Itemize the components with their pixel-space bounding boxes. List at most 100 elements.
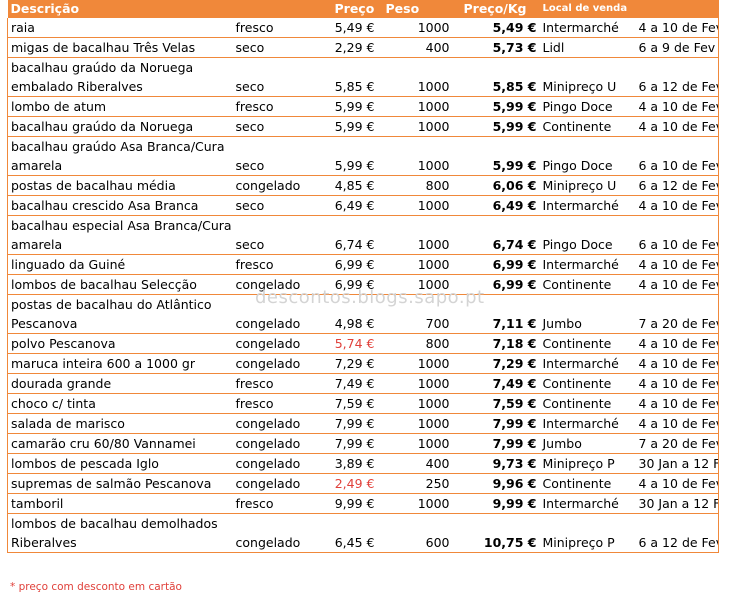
cell-preco: [313, 514, 378, 534]
cell-peso: 1000: [377, 235, 453, 255]
cell-tipo: fresco: [232, 373, 313, 394]
cell-preco-kg: 5,99 €: [452, 116, 540, 137]
cell-tipo: congelado: [232, 314, 313, 334]
cell-data: 6 a 10 de Fev: [635, 235, 719, 255]
cell-preco-kg: 5,73 €: [452, 37, 540, 58]
cell-peso: 1000: [377, 433, 453, 454]
cell-local: Continente: [539, 473, 636, 494]
cell-preco-kg: 6,99 €: [452, 274, 540, 295]
cell-preco-kg: 5,99 €: [452, 156, 540, 176]
cell-tipo: congelado: [232, 433, 313, 454]
cell-descricao: Pescanova: [7, 314, 233, 334]
cell-preco: 6,49 €: [312, 195, 378, 216]
cell-peso: 1000: [377, 493, 453, 514]
cell-local: [540, 295, 636, 315]
cell-descricao: dourada grande: [7, 373, 233, 394]
cell-preco-kg: 6,49 €: [452, 195, 540, 216]
cell-peso: 1000: [377, 373, 453, 394]
cell-local: Intermarché: [539, 413, 636, 434]
cell-descricao: migas de bacalhau Três Velas: [7, 37, 233, 58]
cell-preco-kg: 7,59 €: [452, 393, 540, 414]
cell-preco-kg: [453, 58, 540, 78]
cell-preco: 7,29 €: [312, 353, 378, 374]
cell-preco-kg: 5,85 €: [452, 77, 540, 97]
cell-data: [635, 294, 719, 314]
cell-local: Continente: [539, 116, 636, 137]
price-table: Descrição Preço Peso Preço/Kg Local de v…: [7, 0, 719, 553]
table-row: choco c/ tinta fresco 7,59 €1000 7,59 € Cont…: [7, 393, 719, 414]
cell-peso: 700: [377, 314, 453, 334]
cell-preco-kg: 7,11 €: [452, 314, 540, 334]
cell-preco: 7,99 €: [312, 433, 378, 454]
cell-preco: [313, 137, 378, 157]
table-row: lombos de bacalhau Selecção congelado 6,99…: [7, 274, 719, 295]
table-row: Pescanova congelado 4,98 €700 7,11 € Jumbo 7 …: [7, 314, 719, 334]
cell-preco-kg: 6,06 €: [452, 175, 540, 196]
cell-preco-kg: 9,96 €: [452, 473, 540, 494]
cell-peso: 400: [377, 37, 453, 58]
table-row: bacalhau graúdo da Noruega: [7, 57, 719, 78]
watermark: descontos.blogs.sapo.pt: [255, 287, 485, 308]
cell-data: 6 a 12 de Fev: [635, 77, 719, 97]
cell-preco: 2,49 €: [312, 473, 378, 494]
cell-tipo: seco: [232, 116, 313, 137]
cell-preco-kg: 9,99 €: [452, 493, 540, 514]
cell-data: 4 a 10 de Fev: [635, 473, 719, 494]
cell-descricao: Riberalves: [7, 533, 233, 553]
cell-data: [635, 215, 719, 235]
table-row: supremas de salmão Pescanova congelado 2,4…: [7, 473, 719, 494]
table-row: raia fresco 5,49 €1000 5,49 € Intermarché 4 a…: [7, 18, 719, 38]
cell-local: [540, 216, 636, 236]
cell-peso: [378, 216, 453, 236]
cell-peso: 1000: [377, 96, 453, 117]
cell-peso: 1000: [377, 77, 453, 97]
cell-preco: 5,99 €: [312, 116, 378, 137]
cell-descricao: polvo Pescanova: [7, 333, 233, 354]
header-peso: Peso: [377, 0, 453, 18]
cell-preco-kg: 7,49 €: [452, 373, 540, 394]
cell-preco: 5,85 €: [312, 77, 378, 97]
cell-preco: 2,29 €: [312, 37, 378, 58]
cell-tipo: fresco: [232, 493, 313, 514]
cell-data: 4 a 10 de Fev: [635, 413, 719, 434]
cell-local: Pingo Doce: [539, 156, 636, 176]
cell-local: Lidl: [539, 37, 636, 58]
table-row: camarão cru 60/80 Vannamei congelado 7,99 …: [7, 433, 719, 454]
cell-local: Continente: [539, 333, 636, 354]
table-row: bacalhau especial Asa Branca/Cura: [7, 215, 719, 236]
table-row: amarela seco 5,99 €1000 5,99 € Pingo Doce 6 a…: [7, 156, 719, 176]
cell-local: Jumbo: [539, 433, 636, 454]
table-row: amarela seco 6,74 €1000 6,74 € Pingo Doce 6 a…: [7, 235, 719, 255]
cell-tipo: congelado: [232, 353, 313, 374]
table-row: migas de bacalhau Três Velas seco 2,29 €40…: [7, 37, 719, 58]
cell-descricao: lombo de atum: [7, 96, 233, 117]
table-body: raia fresco 5,49 €1000 5,49 € Intermarché 4 a…: [7, 18, 719, 553]
cell-local: Jumbo: [539, 314, 636, 334]
cell-preco: 5,99 €: [312, 96, 378, 117]
cell-preco-kg: 5,49 €: [452, 18, 540, 38]
cell-data: 4 a 10 de Fev: [635, 274, 719, 295]
cell-preco: 5,74 €: [312, 333, 378, 354]
header-data: [635, 0, 719, 18]
cell-data: 4 a 10 de Fev: [635, 195, 719, 216]
cell-data: [635, 136, 719, 156]
cell-preco-kg: 6,99 €: [452, 254, 540, 275]
cell-descricao: lombos de bacalhau demolhados: [7, 513, 233, 533]
table-row: linguado da Guiné fresco 6,99 €1000 6,99 € I…: [7, 254, 719, 275]
cell-data: 4 a 10 de Fev: [635, 333, 719, 354]
cell-preco: 6,45 €: [312, 533, 378, 553]
cell-preco-kg: [453, 514, 540, 534]
cell-peso: [378, 514, 453, 534]
cell-preco: 6,99 €: [312, 274, 378, 295]
cell-tipo: fresco: [232, 393, 313, 414]
cell-descricao: lombos de pescada Iglo: [7, 453, 233, 474]
cell-local: Intermarché: [539, 254, 636, 275]
cell-data: 30 Jan a 12 Fev: [635, 493, 719, 514]
cell-local: Intermarché: [539, 353, 636, 374]
cell-descricao: postas de bacalhau do Atlântico: [7, 294, 233, 314]
cell-data: 4 a 10 de Fev: [635, 116, 719, 137]
cell-tipo: congelado: [232, 274, 313, 295]
cell-data: 7 a 20 de Fev: [635, 433, 719, 454]
cell-data: 30 Jan a 12 Fev: [635, 453, 719, 474]
cell-local: Pingo Doce: [539, 235, 636, 255]
